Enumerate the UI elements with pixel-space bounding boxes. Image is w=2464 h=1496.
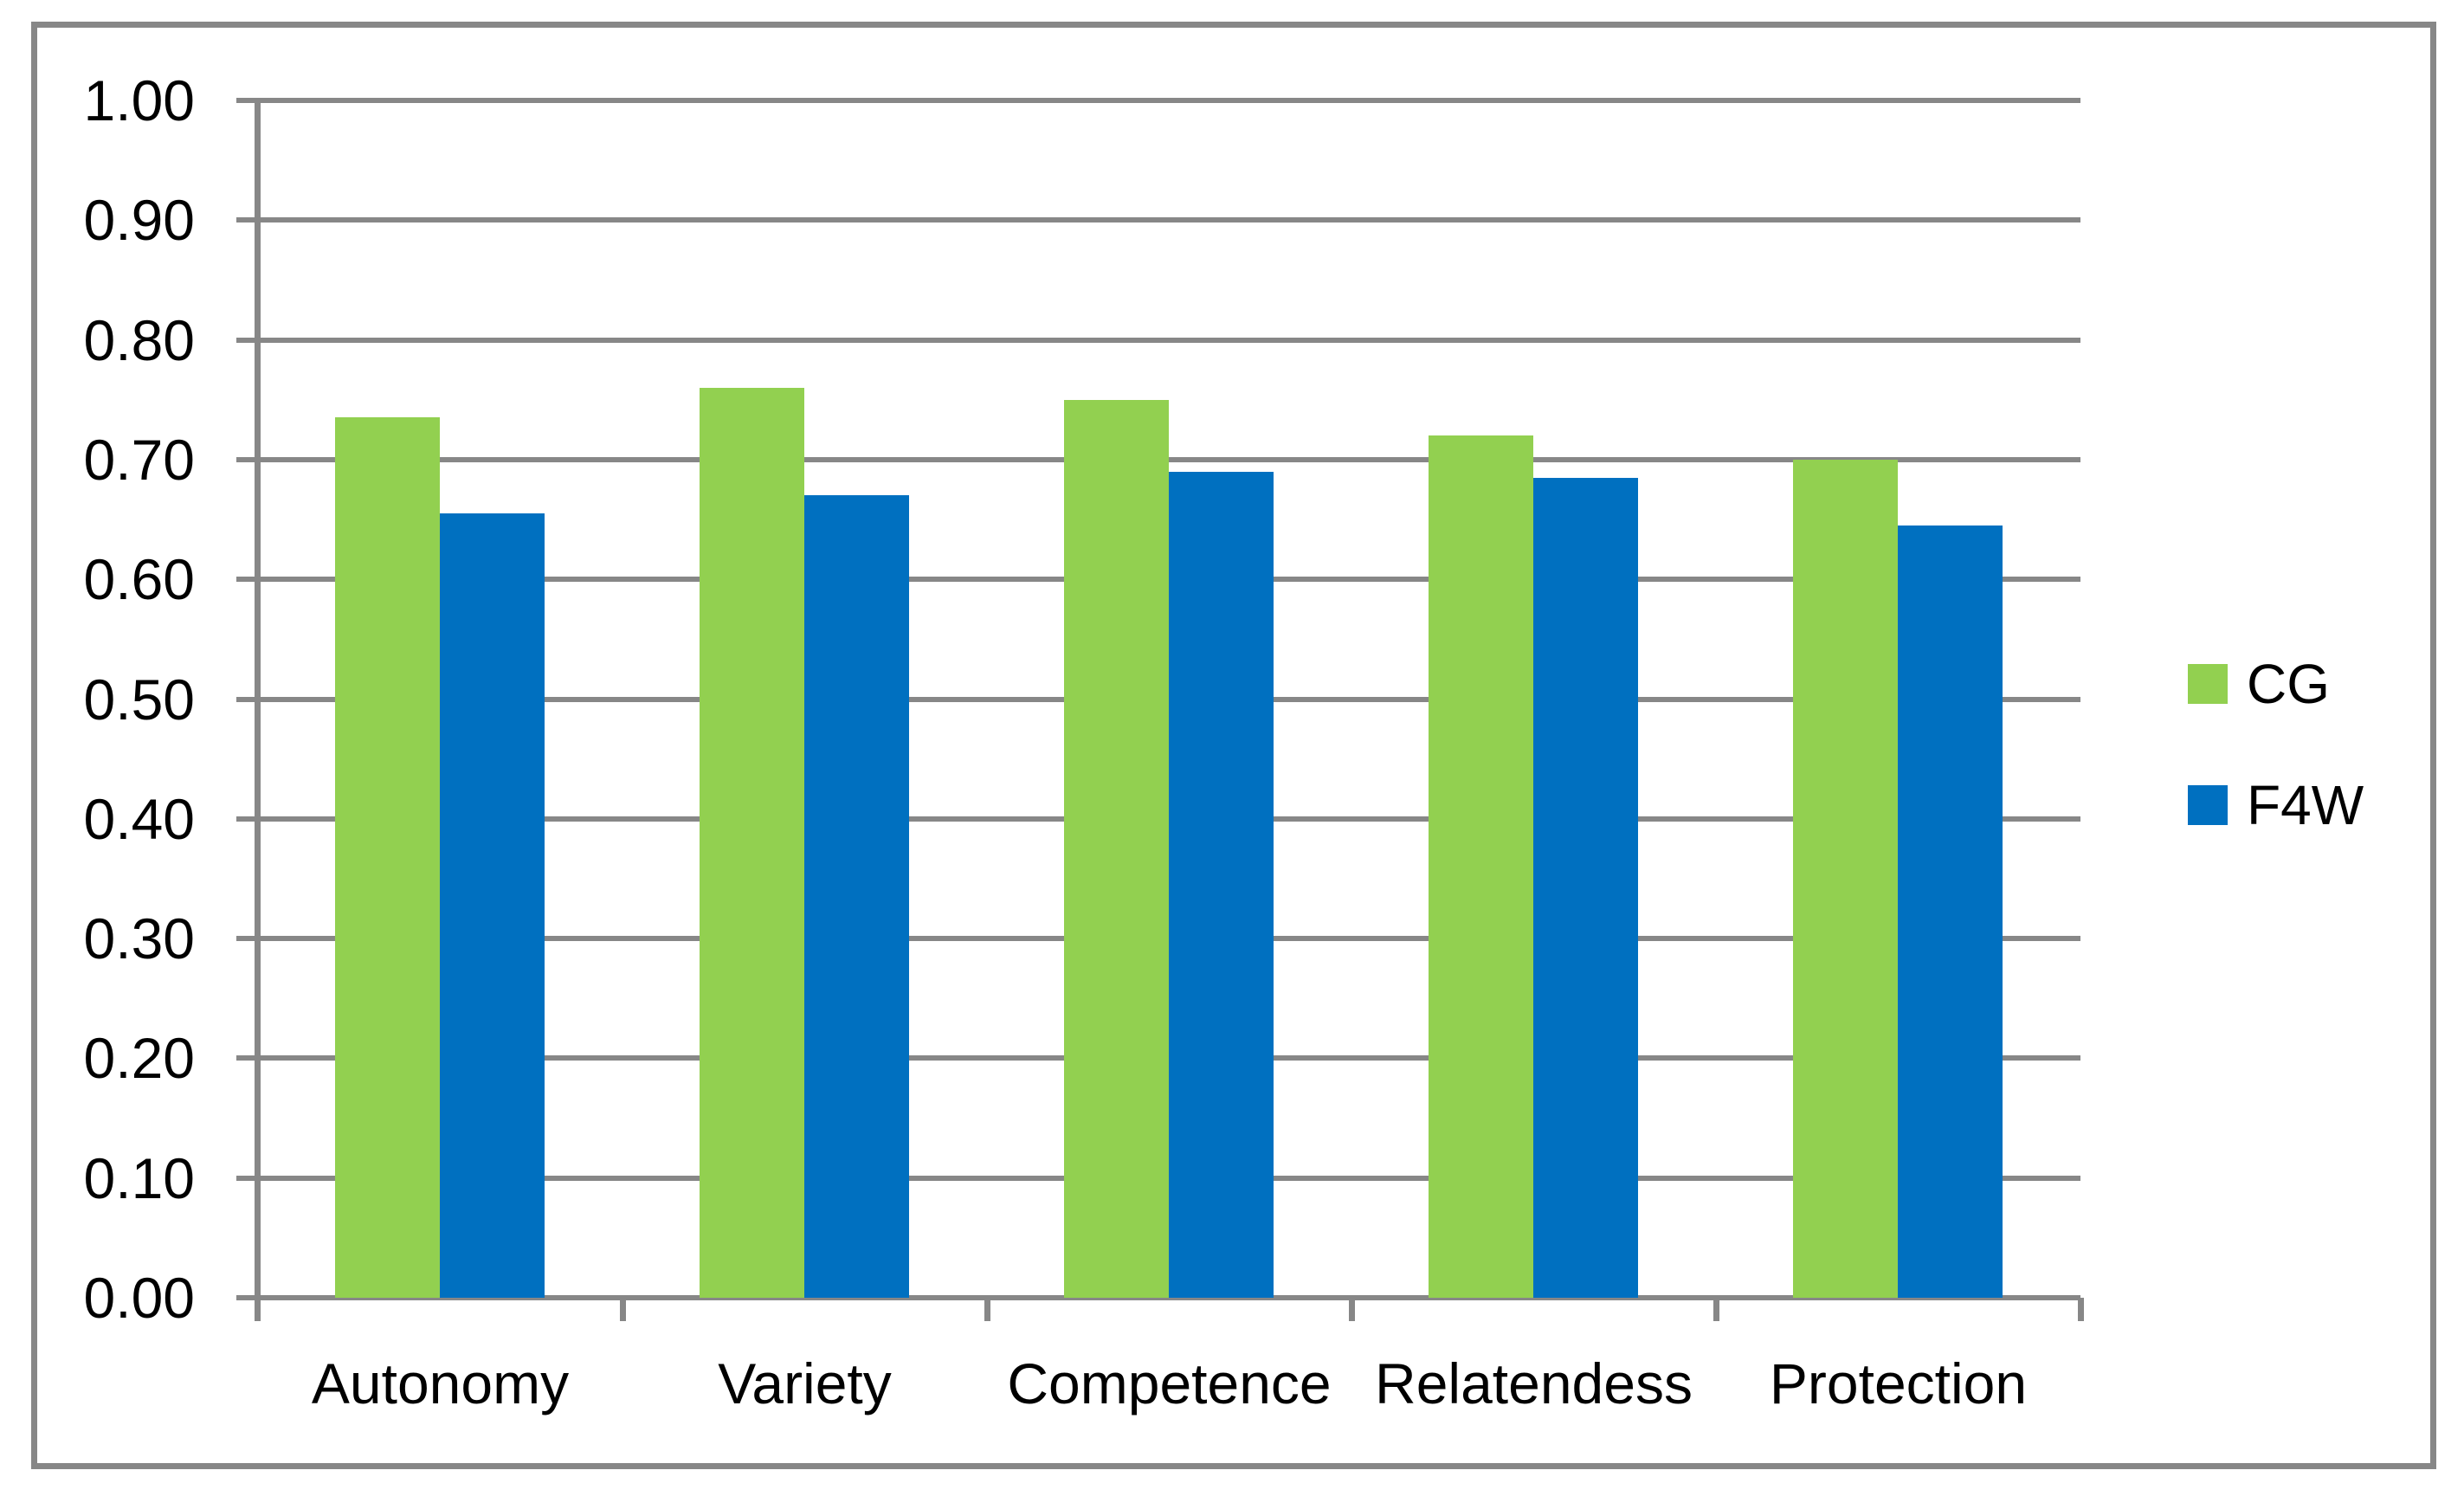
legend-label: F4W (2247, 774, 2364, 836)
legend-swatch-f4w (2188, 785, 2228, 825)
x-axis-tick (984, 1298, 990, 1321)
y-axis-line (255, 100, 261, 1321)
bar-cg-variety (700, 388, 804, 1298)
bar-cg-autonomy (335, 417, 440, 1298)
figure-border (31, 22, 2436, 1469)
x-category-label: Variety (718, 1351, 892, 1415)
legend-item: CG (2188, 649, 2364, 719)
gridline (236, 338, 2080, 343)
bar-cg-protection (1793, 460, 1898, 1298)
bar-cg-competence (1064, 400, 1169, 1298)
y-tick-label: 1.00 (83, 68, 195, 132)
y-tick-label: 0.00 (83, 1266, 195, 1330)
legend-label: CG (2247, 653, 2330, 715)
x-category-label: Autonomy (311, 1351, 570, 1415)
bar-f4w-protection (1898, 526, 2003, 1298)
x-category-label: Competence (1007, 1351, 1332, 1415)
x-axis-tick (1349, 1298, 1355, 1321)
gridline (236, 98, 2080, 103)
y-tick-label: 0.90 (83, 188, 195, 252)
x-axis-tick (620, 1298, 626, 1321)
legend-swatch-cg (2188, 664, 2228, 704)
x-category-label: Protection (1769, 1351, 2028, 1415)
y-tick-label: 0.20 (83, 1026, 195, 1090)
bar-f4w-variety (804, 495, 909, 1298)
legend-item: F4W (2188, 771, 2364, 840)
y-tick-label: 0.70 (83, 428, 195, 492)
x-axis-tick (2078, 1298, 2084, 1321)
bar-f4w-competence (1169, 472, 1274, 1298)
x-axis-tick (1713, 1298, 1719, 1321)
y-tick-label: 0.80 (83, 308, 195, 372)
gridline (236, 217, 2080, 222)
gridline (236, 1295, 2080, 1300)
y-tick-label: 0.30 (83, 906, 195, 970)
bar-cg-relatendess (1429, 435, 1533, 1298)
y-tick-label: 0.60 (83, 547, 195, 611)
legend: CG F4W (2188, 649, 2364, 840)
bar-f4w-autonomy (440, 513, 545, 1298)
y-tick-label: 0.40 (83, 787, 195, 851)
bar-f4w-relatendess (1533, 478, 1638, 1298)
y-tick-label: 0.50 (83, 667, 195, 732)
x-category-label: Relatendess (1375, 1351, 1693, 1415)
y-tick-label: 0.10 (83, 1146, 195, 1210)
